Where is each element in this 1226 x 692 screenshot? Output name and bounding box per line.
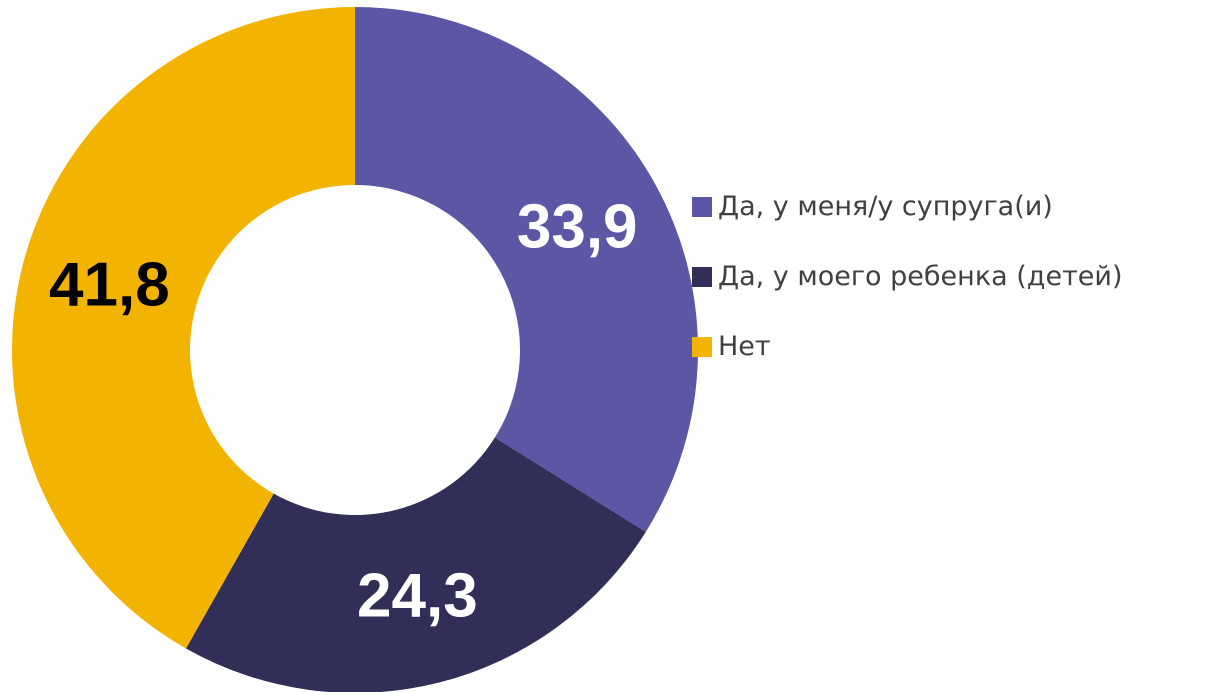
legend-label: Да, у моего ребенка (детей) — [718, 261, 1123, 292]
legend-swatch — [692, 267, 712, 287]
legend-item: Да, у моего ребенка (детей) — [692, 260, 1132, 294]
donut-slice — [355, 7, 699, 532]
legend-item: Да, у меня/у супруга(и) — [692, 190, 1132, 224]
legend: Да, у меня/у супруга(и) Да, у моего ребен… — [692, 190, 1132, 400]
data-label: 41,8 — [49, 251, 170, 320]
legend-label: Да, у меня/у супруга(и) — [718, 191, 1053, 222]
legend-item: Нет — [692, 330, 1132, 364]
legend-swatch — [692, 337, 712, 357]
donut-slice — [11, 7, 355, 649]
legend-swatch — [692, 197, 712, 217]
legend-label: Нет — [718, 331, 771, 362]
donut-slice — [185, 437, 646, 692]
data-label: 33,9 — [517, 192, 638, 261]
data-label: 24,3 — [357, 562, 478, 631]
